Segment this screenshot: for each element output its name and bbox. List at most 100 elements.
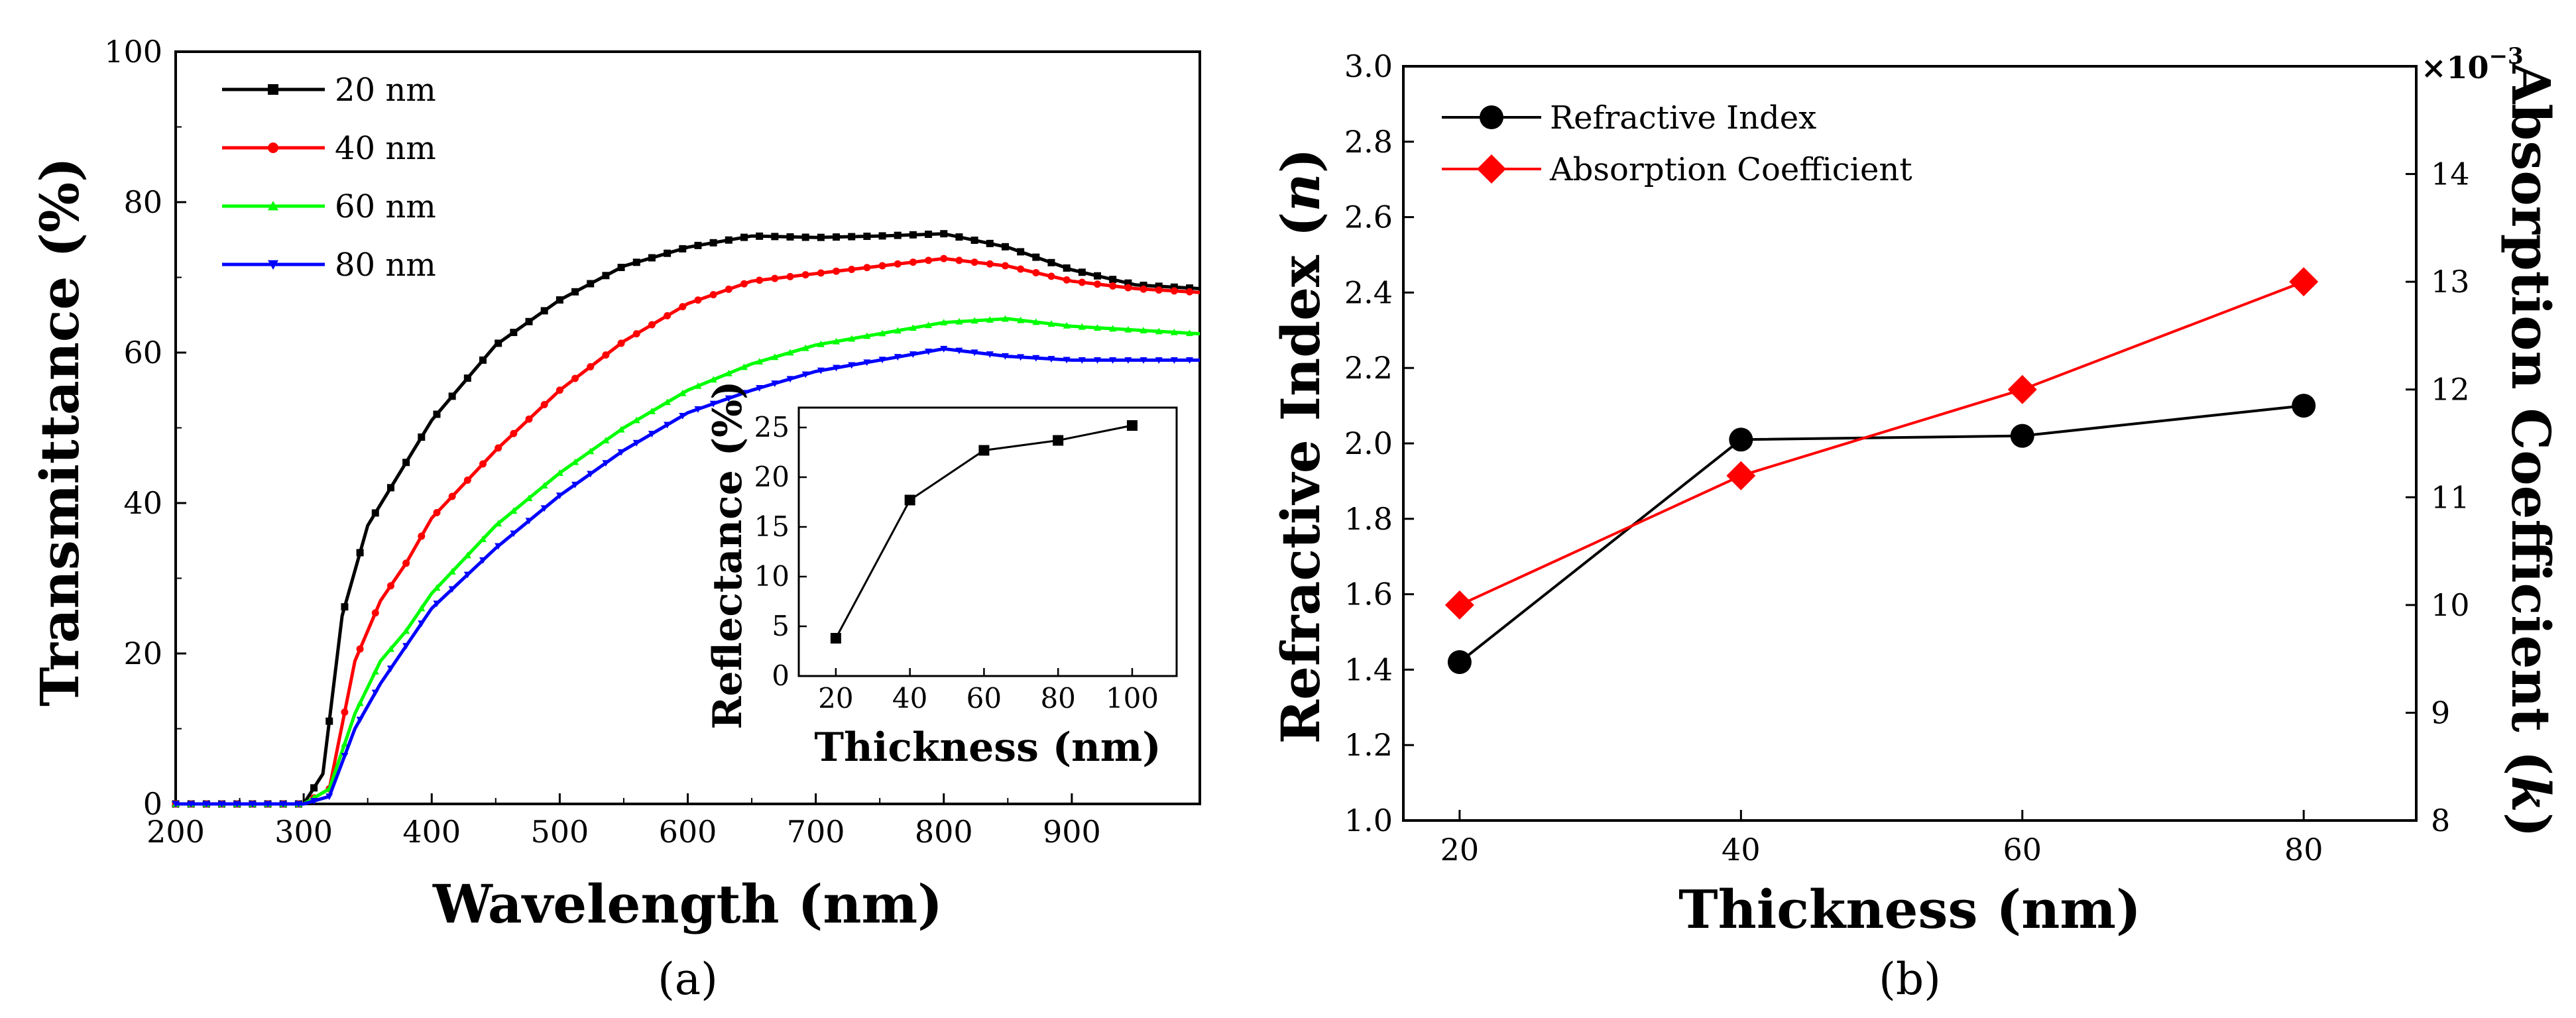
data-point — [848, 233, 856, 241]
data-point — [709, 400, 717, 408]
data-point — [1170, 287, 1178, 295]
panel-b-y2tick-label: 12 — [2431, 372, 2470, 408]
data-point — [172, 801, 180, 808]
data-point — [970, 258, 978, 266]
data-point — [786, 233, 794, 241]
data-point — [264, 801, 272, 808]
data-point — [986, 260, 994, 268]
data-point — [479, 557, 487, 564]
data-point — [632, 258, 640, 266]
data-point — [632, 330, 640, 338]
data-point — [1447, 650, 1472, 675]
data-point — [479, 356, 487, 364]
data-point — [2007, 374, 2037, 404]
panel-b-ytick-label: 1.6 — [1344, 577, 1393, 612]
data-point — [679, 245, 687, 253]
panel-a: 200 300 400 500 600 700 800 900020406080100Wave… — [29, 34, 1201, 1005]
data-point — [325, 717, 333, 725]
data-point — [433, 410, 441, 418]
panel-b-ytick-label: 2.0 — [1344, 425, 1393, 461]
panel-b-legend: Refractive Index Absorption Coefficient — [1442, 99, 1912, 188]
data-point — [1094, 280, 1101, 288]
data-point — [925, 321, 933, 329]
data-point — [786, 376, 794, 383]
data-point — [664, 398, 672, 406]
series-80-nm — [172, 345, 1200, 808]
data-point — [955, 233, 963, 241]
data-point — [863, 264, 871, 272]
data-point — [1017, 316, 1025, 323]
data-point — [1140, 357, 1147, 364]
data-point — [463, 374, 471, 382]
data-point — [709, 376, 717, 383]
data-point — [525, 415, 533, 423]
series-absorption-coefficient — [1444, 267, 2319, 620]
data-point — [725, 236, 732, 244]
series-refractive-index — [1447, 394, 2316, 675]
data-point — [418, 532, 426, 540]
data-point — [371, 689, 379, 697]
data-point — [909, 231, 917, 239]
data-point — [1017, 265, 1025, 273]
data-point — [1001, 243, 1009, 251]
legend-label: 40 nm — [335, 130, 436, 167]
data-point — [955, 347, 963, 355]
panel-a-ytick-label: 100 — [104, 34, 162, 70]
data-point — [970, 349, 978, 357]
data-point — [495, 444, 502, 452]
data-point — [1186, 329, 1194, 337]
data-point — [863, 359, 871, 367]
data-point — [1047, 356, 1055, 363]
inset-ytick-label: 10 — [754, 560, 790, 593]
data-point — [894, 327, 902, 334]
panel-a-ytick-label: 60 — [123, 335, 162, 370]
data-point — [479, 460, 487, 468]
data-point — [817, 367, 825, 374]
panel-a-xtick-label: 500 — [530, 814, 589, 850]
series-line — [1458, 404, 2304, 663]
data-point — [325, 793, 333, 801]
data-point — [817, 233, 825, 241]
data-point — [556, 296, 563, 304]
data-point — [940, 230, 948, 238]
data-point — [587, 447, 595, 455]
data-point — [1094, 272, 1101, 280]
data-point — [418, 620, 426, 628]
data-point — [648, 431, 656, 438]
data-point — [448, 568, 456, 575]
data-point — [970, 317, 978, 324]
data-point — [756, 276, 764, 284]
panel-a-legend: 20 nm 40 nm 60 nm 80 nm — [222, 72, 436, 284]
data-point — [525, 494, 533, 502]
panel-b-ytick-label: 1.4 — [1344, 651, 1393, 687]
data-point — [1140, 285, 1147, 293]
data-point — [479, 535, 487, 542]
data-point — [448, 492, 456, 500]
data-point — [970, 236, 978, 244]
data-point — [740, 233, 748, 241]
legend-marker — [268, 201, 278, 211]
data-point — [1001, 262, 1009, 270]
data-point — [1186, 288, 1194, 296]
data-point — [771, 380, 779, 388]
data-point — [740, 363, 748, 370]
data-point — [1001, 315, 1009, 322]
data-point — [510, 329, 518, 337]
data-point — [771, 353, 779, 361]
panel-b-ytick-label: 2.6 — [1344, 199, 1393, 235]
data-point — [510, 507, 518, 514]
data-point — [571, 374, 579, 382]
data-point — [909, 258, 917, 266]
legend-marker — [268, 142, 278, 153]
data-point — [402, 643, 410, 650]
data-point — [448, 586, 456, 593]
inset-ytick-label: 0 — [772, 659, 790, 692]
data-point — [602, 437, 610, 443]
legend-label: Absorption Coefficient — [1549, 151, 1912, 188]
data-point — [1078, 323, 1086, 330]
data-point — [1155, 282, 1163, 290]
legend-marker — [268, 260, 278, 270]
legend-label: 20 nm — [335, 72, 436, 109]
data-point — [310, 798, 318, 805]
